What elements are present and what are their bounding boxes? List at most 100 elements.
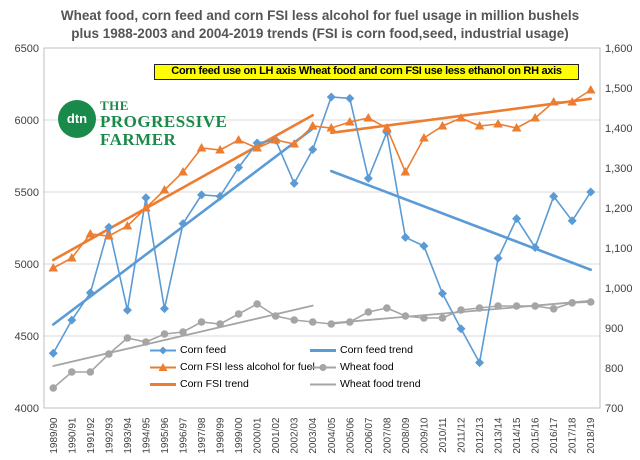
corn-fsi-less-alcohol-for-fuel-point (85, 229, 96, 238)
corn-feed-point (122, 305, 132, 315)
wheat-food-point (531, 302, 539, 310)
wheat-food-point (512, 302, 521, 310)
wheat-food-point (327, 320, 336, 328)
corn-feed-point (567, 216, 577, 226)
right-axis-tick-label: 900 (605, 323, 623, 335)
corn-fsi-less-alcohol-for-fuel-point (437, 121, 448, 130)
chart-title-line-1: Wheat food, corn feed and corn FSI less … (60, 8, 580, 23)
legend-label-corn-feed-trend: Corn feed trend (340, 344, 413, 356)
corn-fsi-less-alcohol-for-fuel-point (345, 117, 355, 126)
legend-swatch-corn-feed-trend (310, 349, 336, 352)
right-axis-tick-label: 800 (605, 363, 623, 375)
wheat-food-point (438, 314, 447, 322)
x-axis-tick-label: 2012/13 (475, 417, 486, 454)
x-axis-tick-label: 2006/07 (364, 417, 375, 454)
x-axis-tick-label: 2011/12 (457, 417, 468, 453)
corn-feed-point (345, 93, 355, 103)
legend-swatch-corn-feed (150, 346, 176, 355)
wheat-food-point (568, 299, 576, 307)
corn-feed-point (586, 187, 596, 197)
legend-swatch-wheat-food (310, 364, 336, 371)
corn-fsi-less-alcohol-for-fuel-point (400, 167, 411, 176)
corn-fsi-less-alcohol-for-fuel-point (48, 263, 59, 272)
x-axis-tick-label: 1994/95 (141, 417, 152, 454)
wheat-food-point (271, 312, 280, 320)
chart-title-line-2: plus 1988-2003 and 2004-2019 trends (FSI… (71, 26, 569, 41)
right-axis-tick-label: 1,000 (605, 283, 633, 295)
legend-item-wheat-food: Wheat food (310, 361, 450, 374)
corn-fsi-less-alcohol-for-fuel-point (548, 97, 559, 106)
legend-swatch-corn-fsi-trend (150, 383, 176, 386)
wheat-food-point (308, 318, 317, 326)
corn-fsi-less-alcohol-for-fuel-point (474, 121, 485, 130)
wheat-food-point (86, 368, 95, 376)
wheat-food-point (401, 312, 410, 320)
corn-feed-point (493, 253, 503, 263)
corn-feed-point (67, 315, 77, 325)
wheat-food-point (253, 300, 261, 308)
corn-fsi-less-alcohol-for-fuel-point (456, 113, 466, 122)
corn-fsi-less-alcohol-for-fuel-point (159, 185, 170, 194)
legend-swatch-corn-fsi (150, 363, 176, 371)
corn-fsi-less-alcohol-for-fuel-point (67, 253, 77, 262)
x-axis-tick-label: 2016/17 (549, 417, 560, 454)
left-axis-tick-label: 5500 (15, 187, 39, 199)
x-axis-tick-label: 2009/10 (419, 417, 430, 454)
corn-fsi-less-alcohol-for-fuel-point (122, 221, 133, 230)
dtn-badge: dtn (58, 100, 96, 138)
x-axis-tick-label: 1990/91 (67, 417, 78, 454)
legend-item-corn-feed: Corn feed (150, 344, 300, 357)
axis-note-banner: Corn feed use on LH axis Wheat food and … (154, 64, 579, 80)
x-axis-tick-label: 1989/90 (49, 417, 60, 454)
wheat-food-point (68, 368, 76, 376)
corn-feed-point (197, 190, 207, 200)
corn-fsi-less-alcohol-for-fuel-point (289, 139, 299, 148)
plot-area (43, 47, 601, 409)
x-axis-tick-label: 1991/92 (86, 417, 97, 454)
corn-fsi-less-alcohol-for-fuel-point (307, 121, 318, 130)
corn-fsi-less-alcohol-for-fuel-point (567, 97, 577, 106)
logo-line-the: THE (100, 98, 129, 113)
corn-fsi-less-alcohol-for-fuel-point (493, 119, 503, 128)
wheat-food-point (160, 330, 169, 338)
corn-feed-point (159, 304, 169, 314)
corn-fsi-less-alcohol-for-fuel-point (233, 135, 244, 144)
corn-fsi-less-alcohol-for-fuel-point (196, 143, 207, 152)
wheat-food-point (290, 316, 299, 324)
legend-item-wheat-food-trend: Wheat food trend (310, 378, 450, 391)
x-axis-tick-label: 1998/99 (216, 417, 227, 454)
corn-feed-point (141, 193, 151, 203)
corn-feed-point (456, 324, 466, 334)
corn-feed-point (48, 348, 58, 358)
x-axis-tick-label: 1995/96 (160, 417, 171, 454)
x-axis-tick-label: 1997/98 (197, 417, 208, 454)
corn-fsi-less-alcohol-for-fuel-point (270, 135, 281, 144)
corn-feed-point (419, 241, 429, 251)
legend-swatch-wheat-food-trend (310, 383, 336, 386)
wheat-food-point (364, 308, 373, 316)
x-axis-tick-label: 2001/02 (271, 417, 282, 454)
right-axis-tick-label: 1,400 (605, 123, 633, 135)
wheat-food-point (123, 334, 132, 342)
corn-fsi-less-alcohol-for-fuel-point (585, 85, 596, 94)
legend-item-corn-fsi-trend: Corn FSI trend (150, 378, 300, 391)
x-axis-tick-label: 2007/08 (382, 417, 393, 454)
wheat-food-point (234, 310, 243, 318)
corn-feed-point (234, 163, 244, 173)
corn-feed-point (437, 289, 447, 299)
corn-feed-point (85, 288, 95, 298)
wheat-food-point (383, 304, 391, 312)
corn-feed-point (549, 191, 559, 201)
corn-feed-point (530, 242, 540, 252)
corn-fsi-trend-segment-0 (51, 113, 315, 262)
legend-item-corn-feed-trend: Corn feed trend (310, 344, 450, 357)
right-axis-tick-label: 700 (605, 403, 623, 415)
x-axis-tick-label: 2014/15 (512, 417, 523, 454)
right-axis-tick-label: 1,600 (605, 43, 633, 55)
wheat-food-point (346, 318, 354, 326)
x-axis-tick-label: 1993/94 (123, 417, 134, 454)
logo-line-farmer: FARMER (100, 130, 177, 149)
corn-feed-point (308, 145, 318, 155)
legend-label-wheat-food-trend: Wheat food trend (340, 378, 421, 390)
